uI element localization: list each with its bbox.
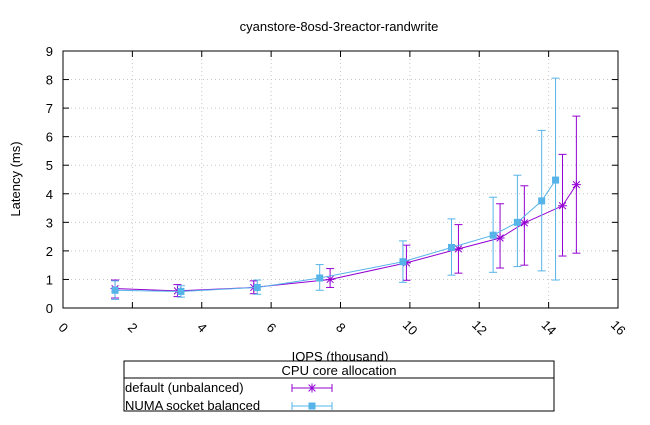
marker-stroke (308, 384, 316, 392)
data-point (552, 176, 560, 184)
grid-lines (63, 51, 618, 308)
data-point (253, 283, 261, 291)
legend-title: CPU core allocation (282, 363, 397, 378)
y-tick-label: 4 (46, 187, 53, 202)
y-tick-label: 1 (46, 272, 53, 287)
y-tick-label: 3 (46, 215, 53, 230)
y-tick-label: 7 (46, 101, 53, 116)
y-tick-label: 0 (46, 301, 53, 316)
y-tick-label: 5 (46, 158, 53, 173)
y-tick-label: 8 (46, 73, 53, 88)
marker-stroke (326, 275, 334, 284)
x-axis-label: IOPS (thousand) (292, 349, 389, 364)
data-point (495, 233, 505, 243)
data-point (538, 197, 546, 205)
series-2 (111, 77, 560, 300)
data-point (513, 218, 521, 226)
series-layer (110, 77, 581, 300)
y-tick-label: 9 (46, 44, 53, 59)
legend-box (123, 360, 555, 412)
marker-stroke (558, 202, 567, 210)
data-point (399, 258, 407, 266)
data-point (448, 243, 455, 251)
data-point (558, 201, 567, 211)
y-tick-label: 2 (46, 244, 53, 259)
data-point (316, 274, 324, 282)
marker-stroke (572, 180, 581, 189)
chart-title: cyanstore-8osd-3reactor-randwrite (240, 19, 439, 34)
y-axis-label: Latency (ms) (8, 141, 23, 216)
legend: CPU core allocation default (unbalanced)… (123, 360, 555, 413)
data-point (111, 286, 119, 294)
plot-border (62, 50, 619, 309)
marker-stroke (496, 234, 504, 242)
legend-marker (308, 402, 316, 410)
y-tick-label: 6 (46, 130, 53, 145)
data-point (571, 180, 581, 190)
data-point (519, 218, 529, 228)
series-line (115, 179, 556, 292)
legend-marker (307, 383, 317, 393)
data-point (489, 231, 497, 239)
data-point (177, 287, 185, 295)
marker-stroke (454, 245, 463, 253)
legend-items: default (unbalanced) NUMA socket balanced (125, 380, 333, 413)
marker-stroke (520, 219, 529, 227)
legend-label-1: default (unbalanced) (125, 380, 244, 395)
legend-label-2: NUMA socket balanced (125, 398, 260, 413)
